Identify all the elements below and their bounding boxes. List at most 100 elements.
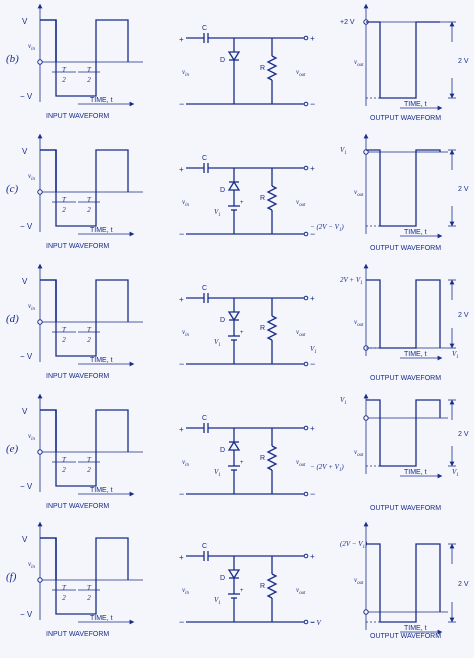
output-origin (363, 415, 369, 421)
diode-label: D (220, 187, 225, 194)
input-waveform: V − V vin T 2 T 2 TIME, t INPUT WAVEFORM (20, 3, 143, 120)
clamper-circuit: + − C + − vin vout D R (179, 25, 315, 109)
resistor-symbol (266, 315, 278, 341)
input-vin-label: vin (28, 560, 35, 570)
circuit-vin-label: vin (182, 586, 189, 596)
battery-label: V1 (214, 468, 221, 478)
span-label: 2 V (458, 312, 469, 319)
cap-label: C (202, 25, 207, 32)
row-e: (e) V − V vin T 2 T 2 TIME, t INPUT WAVEFORM + − C + −… (6, 393, 469, 512)
in-plus: + (179, 35, 184, 44)
input-waveform: V − V vin T 2 T 2 TIME, t INPUT WAVEFORM (20, 521, 143, 638)
clamper-circuit: + − C + − vin vout D V1 + R (179, 543, 315, 627)
row-f: (f) V − V vin T 2 T 2 TIME, t INPUT WAVEFORM + − C + −… (6, 521, 469, 640)
out-minus: − (310, 99, 315, 109)
half-t-num-2: T (87, 326, 92, 334)
half-t-num-2: T (87, 584, 92, 592)
out-terminal-bottom (303, 619, 309, 625)
battery-label: V1 (214, 596, 221, 606)
half-t-num-1: T (62, 66, 67, 74)
output-v1-marker: V1 (452, 350, 459, 360)
input-v-neg: − V (20, 222, 33, 231)
output-time-label: TIME, t (404, 625, 427, 632)
half-t-den-1: 2 (62, 76, 66, 84)
input-v-neg: − V (20, 352, 33, 361)
input-square-wave (40, 19, 129, 97)
output-waveform: vout V1 − (2V − V1) 2 V TIME, t OUTPUT WAVEFO… (310, 133, 469, 252)
row-d: (d) V − V vin T 2 T 2 TIME, t INPUT WAVEFORM + − C + −… (6, 263, 469, 382)
in-plus: + (179, 295, 184, 304)
out-terminal-bottom (303, 101, 309, 107)
diode-symbol (227, 51, 241, 62)
out-terminal-top (303, 295, 309, 301)
input-v-pos: V (22, 535, 28, 544)
resistor-symbol (266, 445, 278, 471)
out-terminal-bottom (303, 231, 309, 237)
out-terminal-top (303, 35, 309, 41)
input-waveform: V − V vin T 2 T 2 TIME, t INPUT WAVEFORM (20, 133, 143, 250)
circuit-vin-label: vin (182, 458, 189, 468)
input-waveform: V − V vin T 2 T 2 TIME, t INPUT WAVEFORM (20, 393, 143, 510)
output-bottom-label: V1 (310, 345, 317, 355)
in-minus: − (179, 489, 184, 499)
input-caption: INPUT WAVEFORM (46, 373, 109, 380)
in-minus: − (179, 229, 184, 239)
circuit-vin-label: vin (182, 328, 189, 338)
half-t-den-2: 2 (87, 594, 91, 602)
circuit-vout-label: vout (296, 198, 306, 208)
input-v-pos: V (22, 407, 28, 416)
span-label: 2 V (458, 186, 469, 193)
half-t-num-2: T (87, 456, 92, 464)
input-caption: INPUT WAVEFORM (46, 113, 109, 120)
half-t-den-1: 2 (62, 466, 66, 474)
input-origin (37, 319, 43, 325)
battery-plus: + (240, 330, 244, 336)
out-plus: + (310, 34, 315, 43)
output-top-label: +2 V (340, 19, 355, 26)
input-v-neg: − V (20, 92, 33, 101)
out-minus: − (310, 617, 315, 627)
out-plus: + (310, 164, 315, 173)
output-time-label: TIME, t (404, 229, 427, 236)
output-top-label: (2V − V1) (340, 540, 368, 550)
diode-symbol (227, 311, 241, 322)
row-label: (c) (6, 183, 19, 195)
output-waveform: vout 2V + V1 V1 2 V V1 TIME, t OUTPUT WAVEFORM (310, 263, 469, 382)
span-label: 2 V (458, 581, 469, 588)
half-t-den-2: 2 (87, 206, 91, 214)
row-label: (e) (6, 443, 19, 455)
output-time-label: TIME, t (404, 351, 427, 358)
input-time-label: TIME, t (90, 97, 113, 104)
input-square-wave (40, 149, 129, 227)
out-terminal-bottom (303, 491, 309, 497)
span-label: 2 V (458, 431, 469, 438)
input-origin (37, 449, 43, 455)
half-t-den-1: 2 (62, 206, 66, 214)
resistor-label: R (260, 325, 265, 332)
input-v-neg: − V (20, 482, 33, 491)
output-vout-label: vout (354, 448, 364, 458)
input-caption: INPUT WAVEFORM (46, 243, 109, 250)
circuit-vout-label: vout (296, 68, 306, 78)
output-caption: OUTPUT WAVEFORM (370, 245, 441, 252)
half-t-den-2: 2 (87, 76, 91, 84)
output-vout-label: vout (354, 58, 364, 68)
input-v-pos: V (22, 277, 28, 286)
diode-label: D (220, 317, 225, 324)
clamper-circuit: + − C + − vin vout D V1 + R (179, 415, 315, 499)
half-t-den-2: 2 (87, 466, 91, 474)
row-b: (b) V − V vin T 2 T 2 TIME, t INPUT WAVEFORM + − C + −… (6, 3, 469, 122)
half-t-num-1: T (62, 456, 67, 464)
battery-plus: + (240, 200, 244, 206)
resistor-label: R (260, 195, 265, 202)
output-time-label: TIME, t (404, 101, 427, 108)
resistor-symbol (266, 573, 278, 599)
out-terminal-top (303, 165, 309, 171)
out-plus: + (310, 294, 315, 303)
input-waveform: V − V vin T 2 T 2 TIME, t INPUT WAVEFORM (20, 263, 143, 380)
diode-label: D (220, 575, 225, 582)
half-t-num-1: T (62, 196, 67, 204)
diode-symbol (227, 569, 241, 580)
input-time-label: TIME, t (90, 615, 113, 622)
